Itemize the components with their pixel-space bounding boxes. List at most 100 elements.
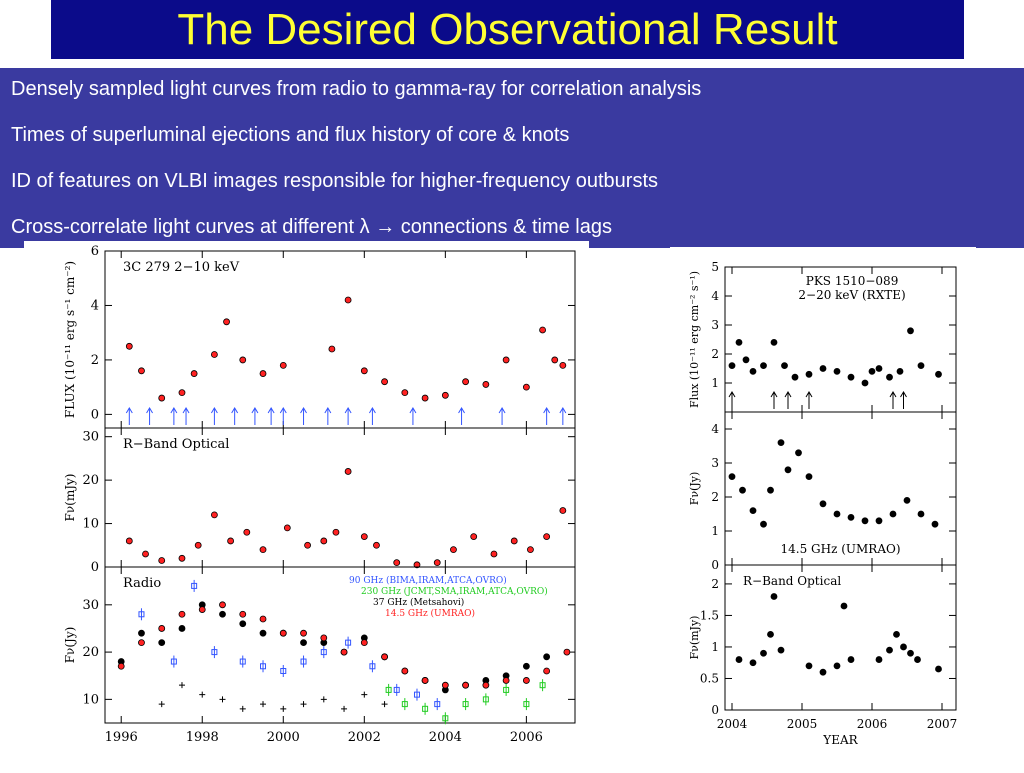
data-point — [833, 368, 841, 375]
chart-3c279-svg: 0 2 4 6 FLUX (10⁻¹¹ erg s⁻¹ cm⁻²) 3C 279 2−10… — [63, 244, 576, 745]
data-point — [935, 370, 942, 378]
data-point — [142, 550, 149, 558]
y-tick-label: 4 — [711, 422, 719, 436]
data-point — [239, 356, 247, 364]
panel-label: R−Band Optical — [123, 437, 229, 452]
data-point — [178, 625, 186, 632]
data-point — [178, 682, 185, 689]
data-point — [434, 701, 441, 708]
data-point — [191, 582, 198, 589]
y-tick-label: 3 — [711, 318, 719, 332]
x-tick-label: 1996 — [105, 730, 138, 745]
data-point — [563, 648, 571, 656]
data-point — [373, 541, 380, 549]
data-point — [522, 662, 530, 670]
data-point — [935, 665, 942, 673]
data-point — [462, 701, 469, 708]
ejection-arrow-head — [559, 407, 567, 414]
panel-label: 2−20 keV (RXTE) — [798, 288, 905, 302]
y-tick-label: 2 — [711, 347, 719, 361]
x-tick-label: 2005 — [787, 717, 818, 731]
data-point — [280, 668, 287, 674]
x-tick-label: 2006 — [857, 717, 888, 731]
data-point — [450, 546, 457, 554]
y-tick-label: 0 — [711, 558, 719, 572]
data-point — [777, 439, 785, 447]
y-tick-label: 3 — [711, 456, 719, 470]
panel-label: Radio — [123, 576, 161, 591]
data-point — [300, 639, 307, 647]
bullet-list: Densely sampled light curves from radio … — [0, 68, 1024, 248]
chart-pks1510: 1 2 3 4 5 Flux (10⁻¹¹ erg cm⁻² s⁻¹) PKS 1510−0… — [670, 247, 976, 768]
data-point — [742, 356, 750, 364]
data-point — [522, 383, 530, 391]
y-tick-label: 30 — [82, 598, 99, 613]
data-point — [138, 611, 145, 618]
data-point — [543, 667, 551, 675]
data-point — [194, 541, 202, 549]
y-tick-label: 1.5 — [700, 608, 719, 622]
y-tick-label: 2 — [711, 577, 719, 591]
data-point — [300, 658, 307, 665]
data-point — [158, 557, 166, 564]
data-point — [344, 296, 352, 304]
ejection-arrow-head — [368, 407, 376, 414]
data-point — [527, 546, 534, 554]
data-point — [239, 620, 247, 628]
data-point — [739, 486, 746, 494]
y-tick-label: 20 — [82, 645, 99, 660]
data-point — [223, 318, 230, 326]
y-tick-label: 10 — [82, 692, 99, 707]
legend-entry: 37 GHz (Metsahovi) — [373, 597, 464, 608]
data-point — [551, 356, 559, 364]
y-tick-label: 4 — [711, 289, 719, 303]
data-point — [510, 537, 518, 545]
data-point — [360, 533, 368, 540]
data-point — [819, 500, 827, 508]
data-point — [847, 656, 855, 663]
ejection-arrow-head — [409, 407, 417, 414]
data-point — [760, 362, 767, 369]
ejection-arrow-head — [498, 407, 506, 414]
ejection-arrow-head — [889, 391, 897, 398]
data-point — [539, 326, 546, 334]
data-point — [728, 362, 736, 369]
x-tick-label: 2004 — [717, 717, 748, 731]
ejection-arrow-head — [125, 407, 133, 414]
data-point — [243, 528, 251, 536]
ejection-arrow-head — [805, 391, 813, 398]
data-point — [345, 639, 352, 646]
data-point — [907, 649, 914, 657]
data-point — [422, 705, 429, 712]
data-point — [819, 668, 827, 676]
y-tick-label: 2 — [91, 353, 99, 368]
data-point — [227, 537, 235, 545]
data-point — [728, 473, 736, 481]
data-point — [805, 662, 813, 670]
data-point — [805, 473, 813, 481]
data-point — [900, 643, 907, 651]
data-point — [304, 541, 311, 549]
ejection-arrow-head — [267, 407, 275, 414]
panel-label: 3C 279 2−10 keV — [123, 260, 240, 275]
ejection-arrow-head — [231, 407, 239, 414]
panel-label: PKS 1510−089 — [806, 274, 899, 288]
data-point — [219, 601, 226, 609]
data-point — [749, 507, 757, 515]
data-point — [795, 449, 802, 457]
x-tick-label: 2006 — [510, 730, 543, 745]
data-point — [421, 677, 429, 684]
data-point — [784, 466, 792, 474]
data-point — [502, 356, 510, 364]
ejection-arrow-head — [210, 407, 218, 414]
data-point — [239, 610, 247, 618]
y-tick-label: 0.5 — [700, 671, 719, 685]
data-point — [917, 362, 925, 369]
ejection-arrow-head — [784, 391, 792, 398]
data-point — [361, 691, 368, 698]
data-point — [178, 554, 186, 562]
data-point — [433, 559, 441, 567]
data-point — [360, 367, 368, 375]
ejection-arrow-head — [770, 391, 778, 398]
data-point — [239, 658, 246, 665]
